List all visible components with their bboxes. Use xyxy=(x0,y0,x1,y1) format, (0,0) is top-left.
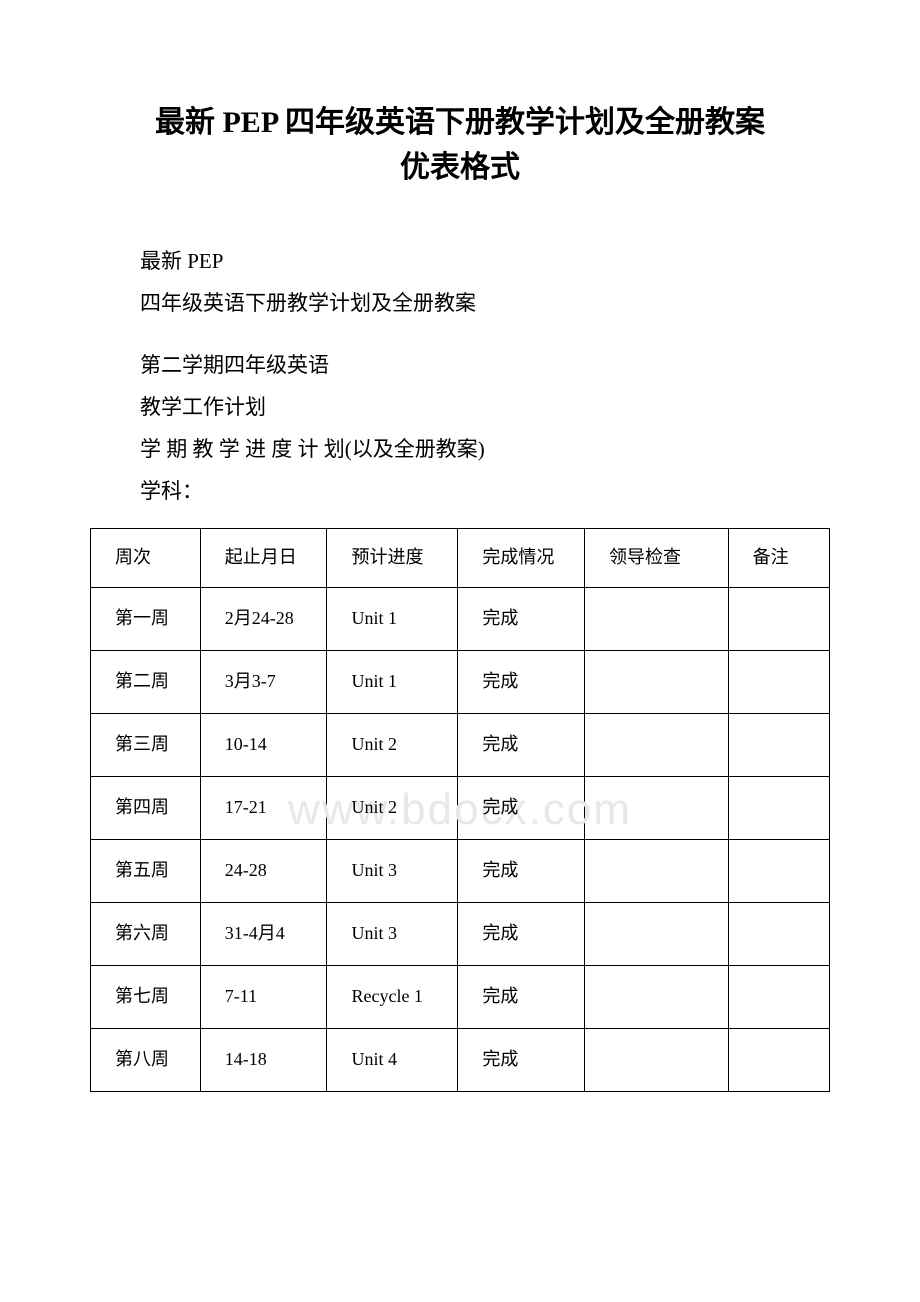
cell-notes xyxy=(729,865,829,877)
cell-review xyxy=(585,613,728,625)
cell-week: 第一周 xyxy=(91,600,200,637)
cell-review xyxy=(585,928,728,940)
table-row: 第三周 10-14 Unit 2 完成 xyxy=(91,714,830,777)
cell-progress: Unit 3 xyxy=(327,915,457,952)
col-header-review: 领导检查 xyxy=(585,529,729,588)
cell-dates: 10-14 xyxy=(201,726,327,763)
body-text-block: 最新 PEP 四年级英语下册教学计划及全册教案 第二学期四年级英语 教学工作计划… xyxy=(140,240,830,512)
col-header-week: 周次 xyxy=(91,529,201,588)
cell-notes xyxy=(729,1054,829,1066)
cell-status: 完成 xyxy=(458,915,584,952)
cell-week: 第二周 xyxy=(91,663,200,700)
cell-notes xyxy=(729,802,829,814)
cell-dates: 24-28 xyxy=(201,852,327,889)
cell-week: 第六周 xyxy=(91,915,200,952)
table-row: 第一周 2月24-28 Unit 1 完成 xyxy=(91,588,830,651)
paragraph: 学科： xyxy=(140,470,830,512)
cell-review xyxy=(585,739,728,751)
cell-dates: 31-4月4 xyxy=(201,915,327,952)
cell-week: 第三周 xyxy=(91,726,200,763)
blank-line xyxy=(140,324,830,344)
schedule-table-container: www.bdocx.com 周次 起止月日 预计进度 完成情况 领导检查 备注 … xyxy=(90,528,830,1092)
cell-notes xyxy=(729,676,829,688)
cell-status: 完成 xyxy=(458,663,584,700)
cell-status: 完成 xyxy=(458,978,584,1015)
cell-progress: Unit 3 xyxy=(327,852,457,889)
cell-week: 第五周 xyxy=(91,852,200,889)
table-row: 第八周 14-18 Unit 4 完成 xyxy=(91,1029,830,1092)
cell-status: 完成 xyxy=(458,726,584,763)
col-header-notes: 备注 xyxy=(728,529,829,588)
cell-review xyxy=(585,865,728,877)
paragraph: 四年级英语下册教学计划及全册教案 xyxy=(140,282,830,324)
cell-status: 完成 xyxy=(458,1041,584,1078)
cell-progress: Unit 2 xyxy=(327,726,457,763)
cell-status: 完成 xyxy=(458,852,584,889)
col-header-dates: 起止月日 xyxy=(200,529,327,588)
document-title: 最新 PEP 四年级英语下册教学计划及全册教案 优表格式 xyxy=(90,100,830,190)
cell-status: 完成 xyxy=(458,600,584,637)
cell-progress: Recycle 1 xyxy=(327,978,457,1015)
paragraph: 最新 PEP xyxy=(140,240,830,282)
table-header-row: 周次 起止月日 预计进度 完成情况 领导检查 备注 xyxy=(91,529,830,588)
cell-week: 第四周 xyxy=(91,789,200,826)
col-header-progress: 预计进度 xyxy=(327,529,458,588)
cell-progress: Unit 4 xyxy=(327,1041,457,1078)
cell-notes xyxy=(729,613,829,625)
cell-dates: 2月24-28 xyxy=(201,600,327,637)
table-row: 第四周 17-21 Unit 2 完成 xyxy=(91,777,830,840)
table-row: 第二周 3月3-7 Unit 1 完成 xyxy=(91,651,830,714)
paragraph: 教学工作计划 xyxy=(140,386,830,428)
cell-review xyxy=(585,991,728,1003)
cell-notes xyxy=(729,739,829,751)
schedule-table: 周次 起止月日 预计进度 完成情况 领导检查 备注 第一周 2月24-28 Un… xyxy=(90,528,830,1092)
cell-status: 完成 xyxy=(458,789,584,826)
cell-dates: 14-18 xyxy=(201,1041,327,1078)
cell-notes xyxy=(729,928,829,940)
title-line-2: 优表格式 xyxy=(90,145,830,190)
table-row: 第六周 31-4月4 Unit 3 完成 xyxy=(91,903,830,966)
table-body: 第一周 2月24-28 Unit 1 完成 第二周 3月3-7 Unit 1 完… xyxy=(91,588,830,1092)
cell-dates: 3月3-7 xyxy=(201,663,327,700)
paragraph: 第二学期四年级英语 xyxy=(140,344,830,386)
table-row: 第七周 7-11 Recycle 1 完成 xyxy=(91,966,830,1029)
paragraph: 学 期 教 学 进 度 计 划(以及全册教案) xyxy=(140,428,830,470)
cell-progress: Unit 2 xyxy=(327,789,457,826)
cell-week: 第八周 xyxy=(91,1041,200,1078)
cell-dates: 7-11 xyxy=(201,978,327,1015)
cell-review xyxy=(585,802,728,814)
cell-review xyxy=(585,1054,728,1066)
cell-progress: Unit 1 xyxy=(327,663,457,700)
col-header-status: 完成情况 xyxy=(458,529,585,588)
cell-notes xyxy=(729,991,829,1003)
table-row: 第五周 24-28 Unit 3 完成 xyxy=(91,840,830,903)
title-line-1: 最新 PEP 四年级英语下册教学计划及全册教案 xyxy=(90,100,830,145)
cell-progress: Unit 1 xyxy=(327,600,457,637)
cell-dates: 17-21 xyxy=(201,789,327,826)
cell-week: 第七周 xyxy=(91,978,200,1015)
document-page: 最新 PEP 四年级英语下册教学计划及全册教案 优表格式 最新 PEP 四年级英… xyxy=(0,0,920,1152)
cell-review xyxy=(585,676,728,688)
